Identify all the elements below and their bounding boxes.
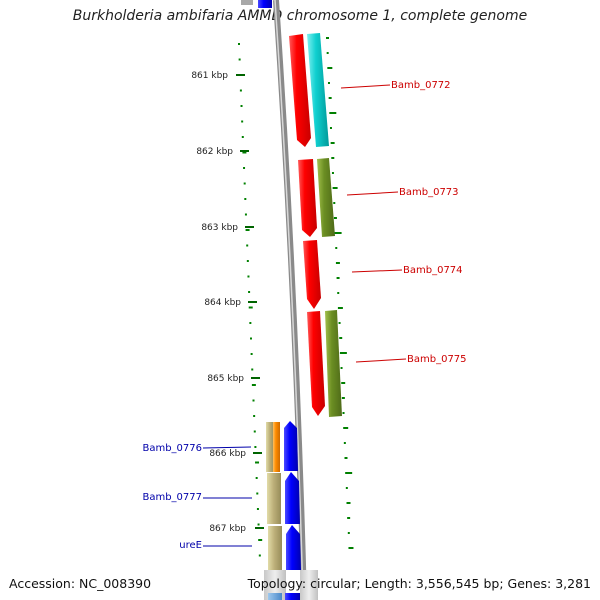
ruler-labels: 861 kbp 862 kbp 863 kbp 864 kbp 865 kbp …: [191, 71, 264, 534]
cog-band-bamb-0776: [266, 422, 274, 472]
gene-label-bamb-0775[interactable]: Bamb_0775: [407, 354, 467, 365]
continuation-gray-right: [300, 570, 318, 600]
cog-band-bamb-0773: [317, 158, 335, 237]
cog-band-bamb-0777: [267, 473, 281, 524]
gc-content-ticks-left: [238, 43, 263, 557]
accession-text: Accession: NC_008390: [9, 576, 152, 591]
gene-arrow-bamb-0777[interactable]: [285, 472, 300, 524]
ruler-label-863: 863 kbp: [201, 223, 238, 233]
gene-label-bamb-0777[interactable]: Bamb_0777: [142, 492, 202, 503]
gene-arrow-bamb-0772[interactable]: [289, 34, 311, 147]
ruler-label-862: 862 kbp: [196, 147, 233, 157]
gene-label-uree[interactable]: ureE: [179, 540, 202, 551]
ruler-label-864: 864 kbp: [204, 298, 241, 308]
cog-band-bamb-0772: [307, 33, 329, 147]
backbone-highlight: [274, 0, 304, 600]
continuation-sky-feature: [268, 593, 282, 600]
leader-line-bamb-0776: [202, 446, 252, 449]
gene-labels-left: Bamb_0776 Bamb_0777 ureE: [142, 443, 252, 551]
gene-label-bamb-0773[interactable]: Bamb_0773: [399, 187, 459, 198]
gene-arrow-bamb-0774[interactable]: [303, 240, 321, 309]
gene-arrow-bamb-0775[interactable]: [307, 311, 325, 416]
leader-line-bamb-0775: [355, 358, 407, 363]
gene-arrow-uree[interactable]: [286, 525, 301, 570]
continuation-gray-left: [264, 570, 286, 600]
leader-line-bamb-0773: [346, 191, 399, 196]
partial-blue-feature: [258, 0, 272, 8]
gc-skew-ticks-right: [326, 37, 354, 549]
cog-band-bamb-0776-secondary: [273, 422, 280, 472]
cog-band-uree: [268, 526, 282, 570]
topology-text: Topology: circular; Length: 3,556,545 bp…: [247, 576, 591, 591]
gene-label-bamb-0772[interactable]: Bamb_0772: [391, 80, 451, 91]
map-title: Burkholderia ambifaria AMMD chromosome 1…: [72, 8, 528, 24]
continuation-blue-feature: [285, 593, 300, 600]
gene-arrow-bamb-0776[interactable]: [284, 421, 298, 471]
ruler-label-867: 867 kbp: [209, 524, 246, 534]
cog-band-bamb-0775: [325, 310, 342, 417]
gene-label-bamb-0776[interactable]: Bamb_0776: [142, 443, 202, 454]
ruler-label-861: 861 kbp: [191, 71, 228, 81]
leader-line-bamb-0774: [351, 269, 403, 273]
gene-arrow-bamb-0773[interactable]: [298, 159, 317, 237]
leader-line-bamb-0772: [340, 84, 391, 89]
backbone-arc: [273, 0, 307, 600]
ruler-label-866: 866 kbp: [209, 449, 246, 459]
ruler-label-865: 865 kbp: [207, 374, 244, 384]
partial-gray-feature: [241, 0, 253, 5]
gene-labels-right: Bamb_0772 Bamb_0773 Bamb_0774 Bamb_0775: [340, 80, 467, 365]
gene-label-bamb-0774[interactable]: Bamb_0774: [403, 265, 463, 276]
